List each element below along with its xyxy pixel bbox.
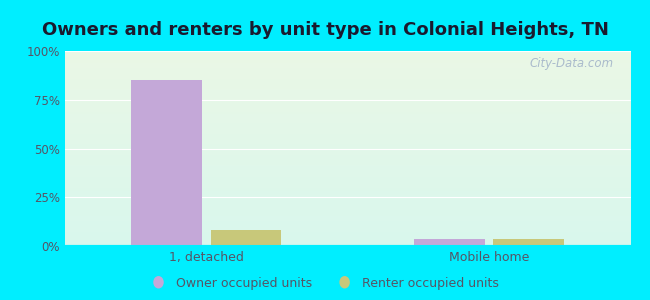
Bar [131, 80, 202, 246]
Text: Owners and renters by unit type in Colonial Heights, TN: Owners and renters by unit type in Colon… [42, 21, 608, 39]
Bar [414, 239, 485, 246]
Text: City-Data.com: City-Data.com [529, 57, 614, 70]
Legend: Owner occupied units, Renter occupied units: Owner occupied units, Renter occupied un… [148, 273, 502, 294]
Bar [211, 230, 281, 246]
Bar [493, 239, 564, 246]
